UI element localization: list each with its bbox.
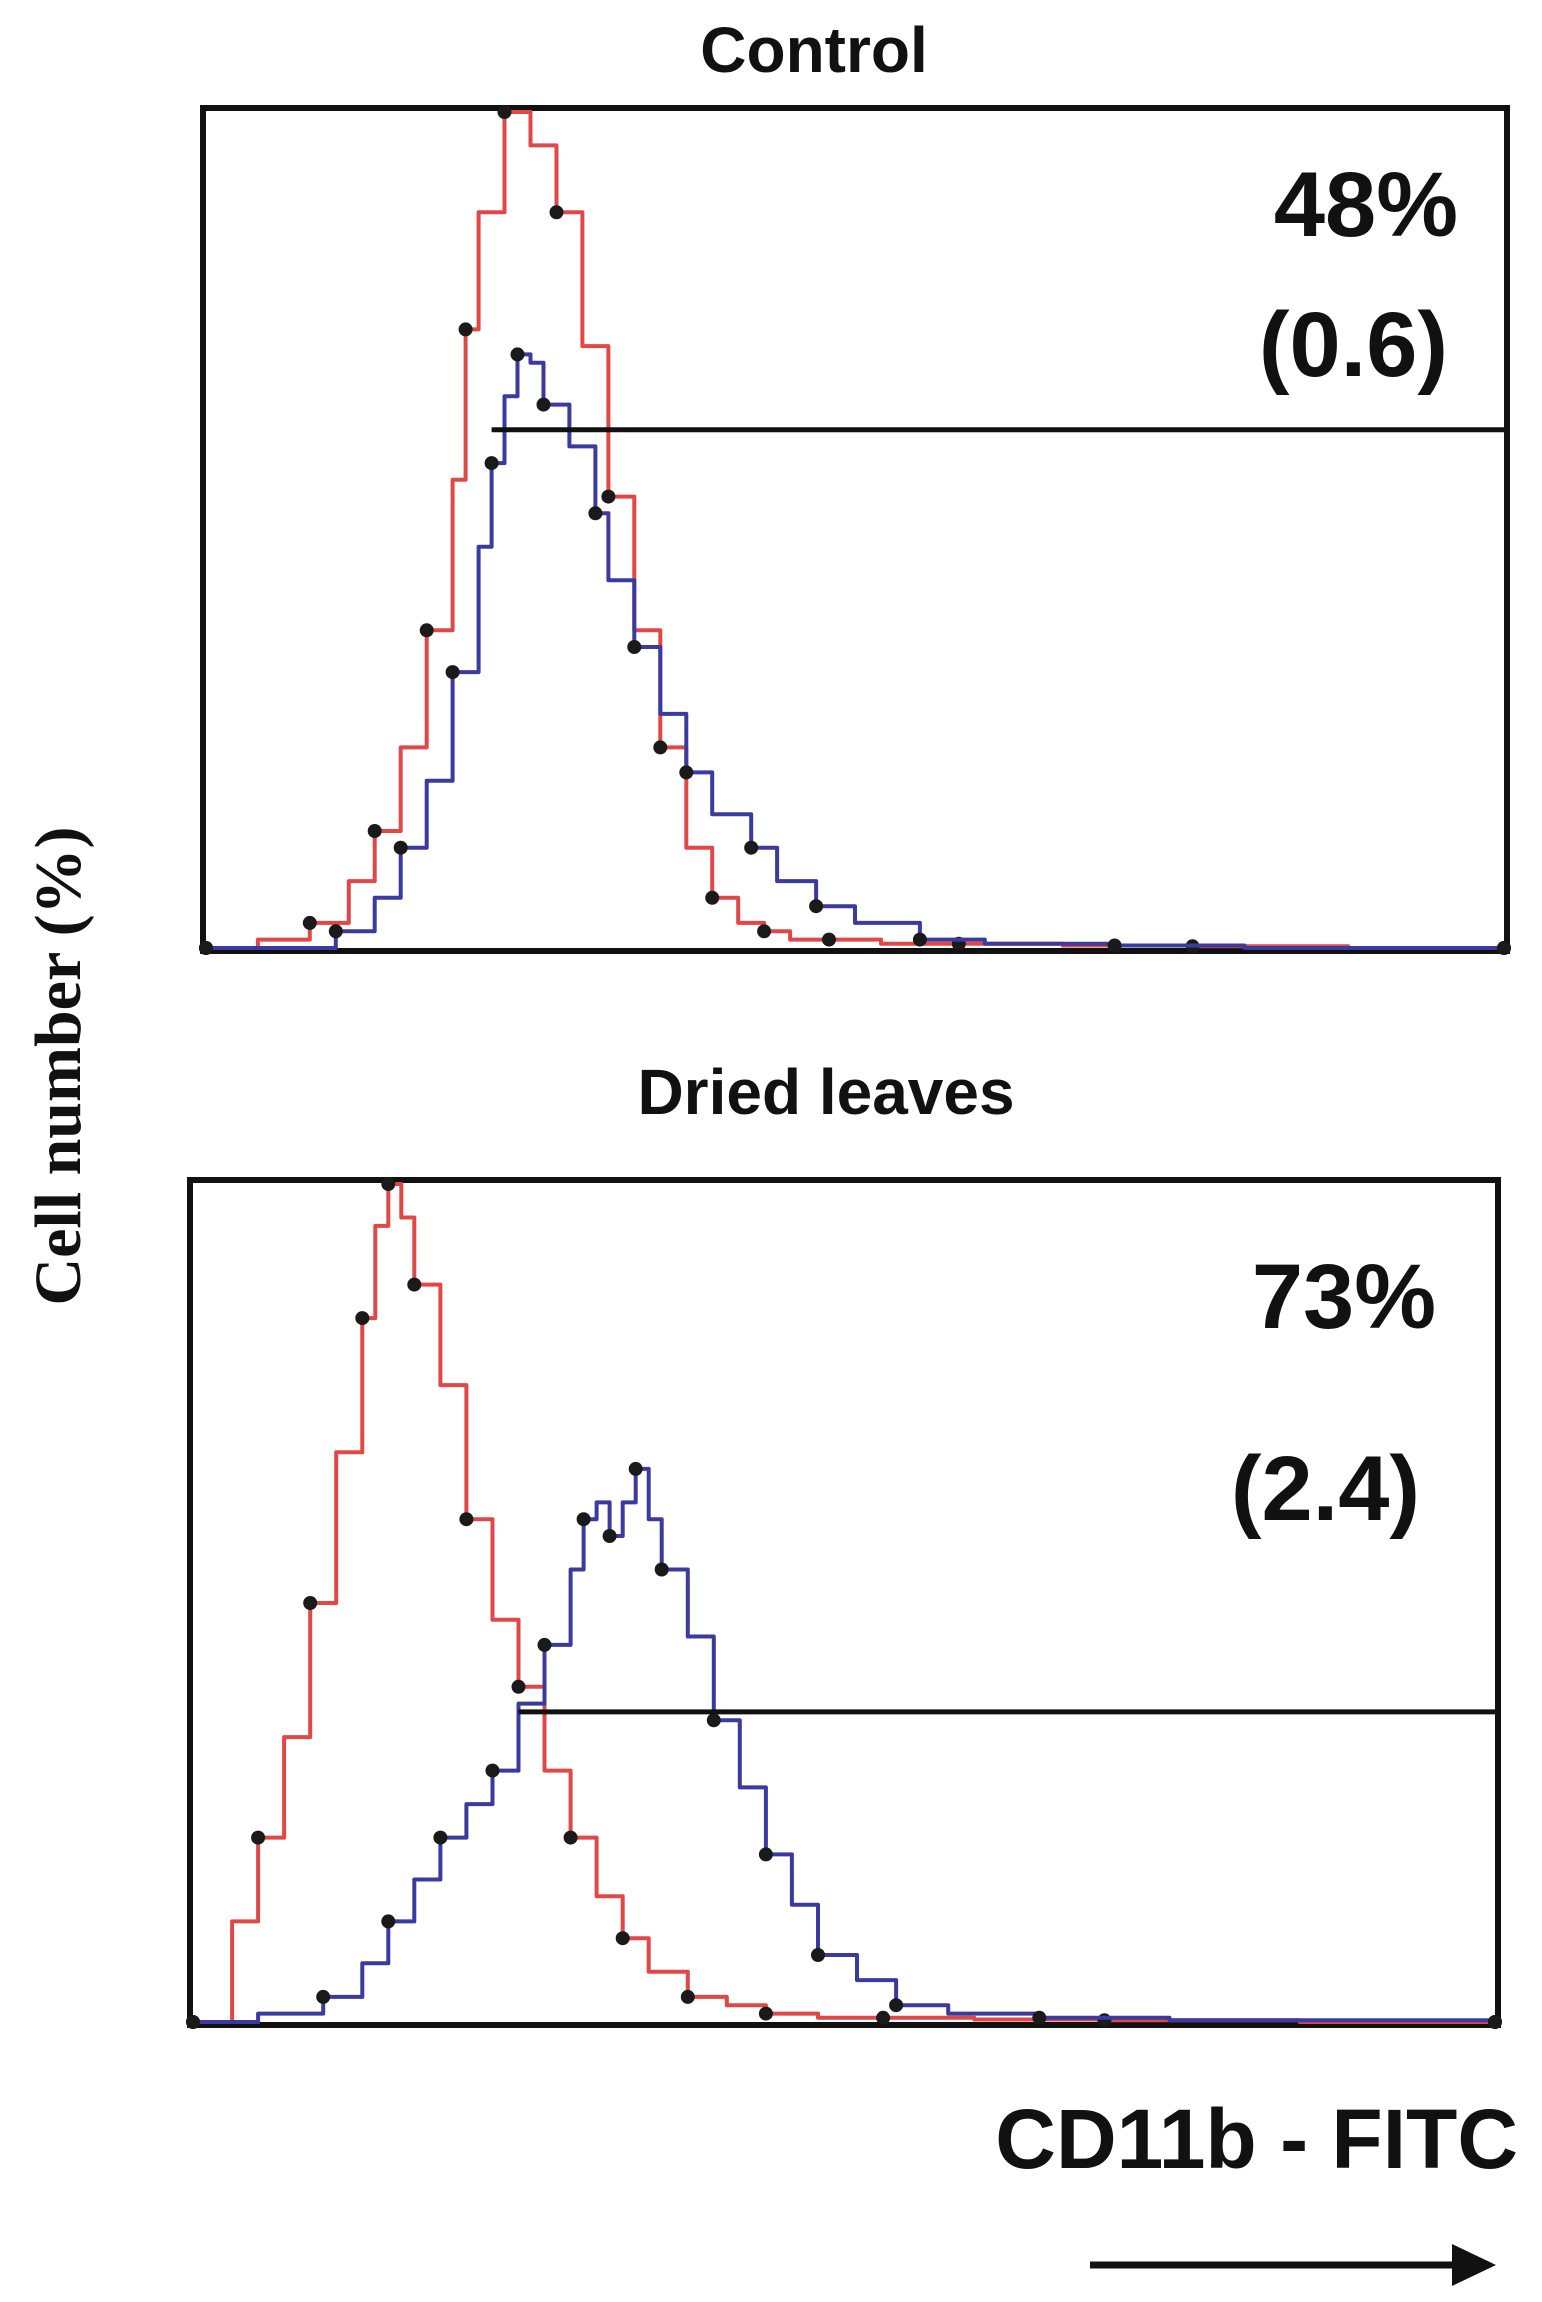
histogram-point-dried-leaves	[876, 2010, 891, 2025]
histogram-point-control	[328, 924, 343, 939]
histogram-point-dried-leaves	[381, 1914, 396, 1929]
histogram-point-control	[705, 890, 720, 905]
histogram-point-dried-leaves	[303, 1596, 318, 1610]
histogram-point-control	[458, 322, 473, 337]
histogram-point-control	[588, 506, 603, 521]
histogram-point-dried-leaves	[251, 1830, 266, 1845]
histogram-point-dried-leaves	[1097, 2013, 1112, 2028]
histogram-point-dried-leaves	[563, 1830, 578, 1845]
histogram-point-dried-leaves	[758, 1847, 773, 1862]
histogram-point-control	[393, 840, 408, 855]
plot-frame-dried-leaves	[187, 1177, 1501, 2028]
histogram-point-control	[1107, 938, 1122, 953]
histogram-point-control	[199, 941, 213, 955]
histogram-line-dried-leaves-isotype	[193, 1182, 1495, 2024]
histogram-point-control	[484, 456, 499, 471]
histogram-point-dried-leaves	[1032, 2010, 1047, 2025]
histogram-point-control	[627, 640, 642, 654]
histogram-point-dried-leaves	[511, 1679, 526, 1694]
histogram-point-control	[653, 740, 668, 755]
series-group-dried-leaves	[186, 1177, 1502, 2029]
histogram-point-dried-leaves	[602, 1529, 617, 1543]
histogram-point-control	[536, 397, 551, 412]
histogram-point-dried-leaves	[433, 1830, 448, 1845]
histogram-point-dried-leaves	[316, 1989, 331, 2004]
histogram-point-dried-leaves	[355, 1311, 370, 1326]
histogram-point-control	[822, 932, 836, 947]
percent-positive-control: 48%	[1274, 154, 1458, 256]
histogram-point-dried-leaves	[889, 1998, 904, 2013]
x-axis-arrow	[1090, 2244, 1496, 2286]
histogram-point-control	[679, 765, 694, 780]
histogram-point-control	[367, 824, 382, 838]
histogram-point-dried-leaves	[706, 1713, 721, 1728]
panel-dried-leaves: Dried leaves 73% (2.4)	[186, 1056, 1502, 2029]
histogram-point-control	[510, 347, 525, 362]
panel-control: Control 48% (0.6)	[199, 14, 1511, 955]
panel-title-control: Control	[700, 14, 928, 86]
histogram-point-control	[1497, 941, 1511, 955]
histogram-point-dried-leaves	[537, 1637, 552, 1652]
histogram-point-control	[419, 623, 434, 638]
histogram-point-dried-leaves	[576, 1512, 591, 1527]
histogram-point-dried-leaves	[381, 1177, 396, 1191]
mfi-ratio-dried-leaves: (2.4)	[1231, 1438, 1420, 1540]
histogram-line-control-isotype	[206, 110, 1504, 950]
percent-positive-dried-leaves: 73%	[1252, 1246, 1436, 1348]
histogram-point-control	[302, 915, 317, 930]
histogram-point-dried-leaves	[615, 1931, 630, 1946]
histogram-point-dried-leaves	[758, 2006, 773, 2021]
histogram-point-control	[757, 924, 772, 939]
histogram-point-dried-leaves	[680, 1989, 695, 2004]
histogram-point-dried-leaves	[407, 1277, 422, 1292]
histogram-point-dried-leaves	[811, 1948, 825, 1962]
series-group-control	[199, 105, 1511, 955]
histogram-point-dried-leaves	[459, 1512, 474, 1527]
histogram-point-dried-leaves	[186, 2015, 200, 2029]
mfi-ratio-control: (0.6)	[1259, 294, 1448, 396]
panel-title-dried-leaves: Dried leaves	[637, 1056, 1014, 1128]
histogram-point-control	[809, 899, 824, 914]
histogram-line-control-stained	[206, 352, 1504, 950]
plot-frame-control	[200, 105, 1510, 954]
histogram-point-dried-leaves	[1488, 2015, 1502, 2029]
histogram-point-control	[912, 932, 927, 947]
histogram-point-dried-leaves	[628, 1461, 643, 1476]
x-axis-label: CD11b - FITC	[995, 2092, 1518, 2186]
histogram-point-control	[445, 665, 460, 680]
histogram-point-control	[549, 205, 564, 220]
histogram-point-control	[744, 840, 759, 855]
histogram-point-dried-leaves	[485, 1763, 500, 1778]
histogram-point-control	[601, 489, 616, 504]
histogram-point-control	[497, 105, 512, 119]
histogram-line-dried-leaves-stained	[193, 1466, 1497, 2024]
histogram-point-dried-leaves	[654, 1562, 669, 1577]
y-axis-label: Cell number (%)	[22, 826, 95, 1305]
